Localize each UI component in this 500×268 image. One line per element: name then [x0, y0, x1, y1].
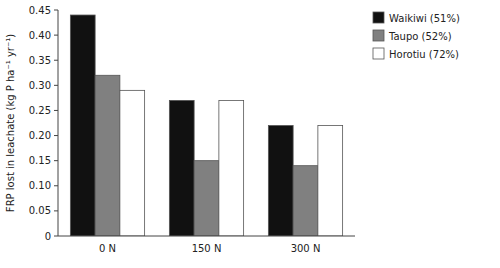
legend-label: Waikiwi (51%): [389, 13, 460, 24]
y-tick-label: 0.45: [29, 5, 51, 16]
bar: [219, 100, 244, 236]
bar: [318, 126, 343, 236]
x-tick-label: 300 N: [291, 243, 321, 254]
y-tick-label: 0.05: [29, 205, 51, 216]
y-tick: [54, 85, 58, 86]
y-tick-label: 0.35: [29, 55, 51, 66]
y-tick-label: 0.30: [29, 80, 51, 91]
y-tick-label: 0: [45, 231, 51, 242]
chart: 0 0.05 0.10 0.15 0.20 0.25 0.30 0.35 0.40 0.45 FRP…: [0, 0, 500, 268]
legend-swatch: [373, 12, 384, 23]
legend-swatch: [373, 48, 384, 59]
y-tick-label: 0.10: [29, 180, 51, 191]
bar: [169, 100, 194, 236]
bar: [268, 126, 293, 236]
y-tick: [54, 110, 58, 111]
y-tick: [54, 10, 58, 11]
y-tick: [54, 185, 58, 186]
y-tick: [54, 160, 58, 161]
bar: [70, 15, 95, 236]
bar: [194, 161, 219, 236]
y-tick: [54, 35, 58, 36]
bars: [70, 15, 342, 236]
legend-label: Taupo (52%): [388, 31, 452, 42]
bar: [120, 90, 145, 236]
y-tick: [54, 60, 58, 61]
bar: [95, 75, 120, 236]
y-axis: [58, 10, 59, 236]
y-tick-label: 0.20: [29, 130, 51, 141]
x-tick-label: 0 N: [99, 243, 116, 254]
y-axis-label: FRP lost in leachate (kg P ha⁻¹ yr⁻¹): [5, 34, 16, 212]
x-axis: [58, 236, 355, 237]
y-tick-label: 0.15: [29, 155, 51, 166]
legend-swatch: [373, 30, 384, 41]
legend-label: Horotiu (72%): [389, 49, 459, 60]
y-tick-label: 0.25: [29, 105, 51, 116]
bar: [293, 166, 318, 236]
y-tick-label: 0.40: [29, 30, 51, 41]
y-tick: [54, 135, 58, 136]
y-tick: [54, 236, 58, 237]
y-tick: [54, 210, 58, 211]
x-tick-label: 150 N: [192, 243, 222, 254]
